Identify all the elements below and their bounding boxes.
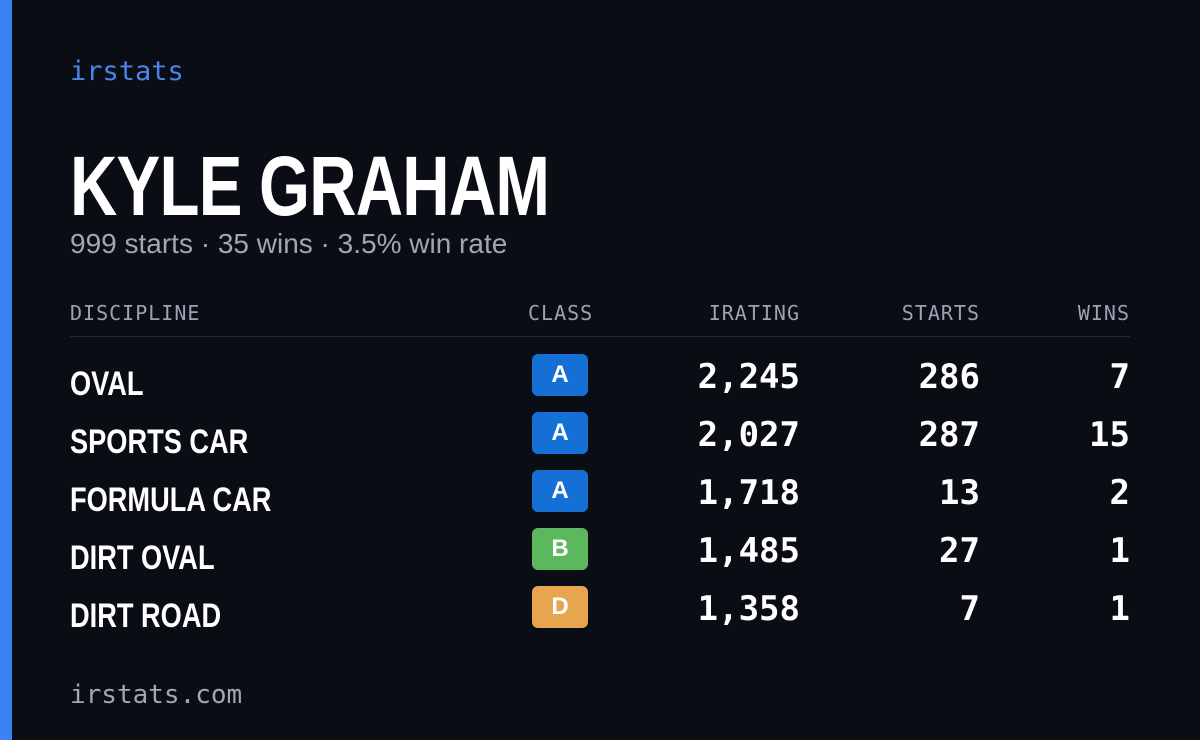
- wins: 1: [1109, 589, 1130, 629]
- starts: 286: [918, 357, 980, 397]
- starts: 7: [959, 589, 980, 629]
- irating: 1,485: [697, 531, 800, 571]
- discipline: OVAL: [70, 365, 144, 403]
- class-badge: A: [532, 412, 588, 454]
- irating: 1,358: [697, 589, 800, 629]
- irating: 2,245: [697, 357, 800, 397]
- class-badge: B: [532, 528, 588, 570]
- accent-bar: [0, 0, 12, 740]
- discipline: FORMULA CAR: [70, 481, 272, 519]
- column-header: IRATING: [708, 301, 800, 325]
- driver-summary: 999 starts · 35 wins · 3.5% win rate: [70, 228, 508, 259]
- wins: 7: [1109, 357, 1130, 397]
- class-badge: A: [532, 470, 588, 512]
- column-header: STARTS: [901, 301, 980, 325]
- column-header: DISCIPLINE: [70, 301, 201, 325]
- irating: 2,027: [697, 415, 800, 455]
- footer: irstats.com: [70, 680, 243, 710]
- column-header: WINS: [1077, 301, 1130, 325]
- header-rule: [70, 336, 1130, 337]
- driver-name: KYLE GRAHAM: [70, 139, 550, 233]
- class-badge: D: [532, 586, 588, 628]
- starts: 27: [939, 531, 980, 571]
- wins: 1: [1109, 531, 1130, 571]
- irating: 1,718: [697, 473, 800, 513]
- brand: irstats: [70, 56, 184, 87]
- discipline: DIRT ROAD: [70, 597, 222, 635]
- wins: 2: [1109, 473, 1130, 513]
- column-header: CLASS: [528, 301, 594, 325]
- discipline: DIRT OVAL: [70, 539, 215, 577]
- class-badge: A: [532, 354, 588, 396]
- starts: 13: [939, 473, 980, 513]
- starts: 287: [918, 415, 980, 455]
- discipline: SPORTS CAR: [70, 423, 249, 461]
- wins: 15: [1089, 415, 1130, 455]
